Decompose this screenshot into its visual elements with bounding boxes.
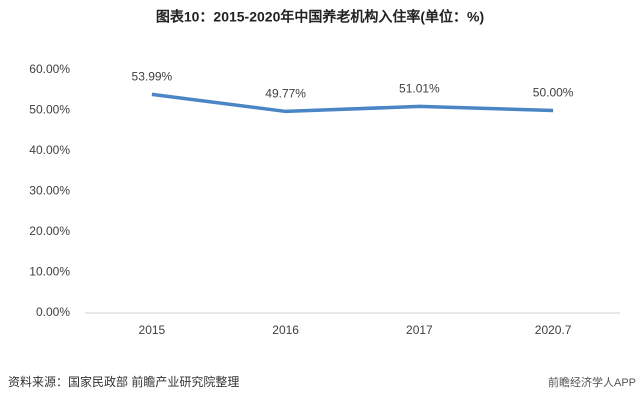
- x-tick-label: 2015: [139, 323, 166, 337]
- y-tick-label: 30.00%: [29, 184, 70, 198]
- x-tick-label: 2016: [272, 323, 299, 337]
- footer-brand: 前瞻经济学人APP: [548, 375, 636, 389]
- y-tick-label: 0.00%: [36, 305, 70, 319]
- chart-title: 图表10：2015-2020年中国养老机构入住率(单位：%): [156, 9, 484, 25]
- data-label: 51.01%: [399, 82, 440, 96]
- y-tick-label: 60.00%: [29, 62, 70, 76]
- data-label: 53.99%: [132, 70, 173, 84]
- x-tick-label: 2017: [406, 323, 433, 337]
- y-tick-label: 50.00%: [29, 103, 70, 117]
- y-tick-label: 10.00%: [29, 265, 70, 279]
- y-tick-label: 20.00%: [29, 224, 70, 238]
- data-label: 50.00%: [533, 86, 574, 100]
- data-label: 49.77%: [265, 87, 306, 101]
- source-note: 资料来源：国家民政部 前瞻产业研究院整理: [8, 374, 239, 389]
- data-line: [151, 92, 554, 114]
- x-tick-label: 2020.7: [535, 323, 572, 337]
- y-tick-label: 40.00%: [29, 143, 70, 157]
